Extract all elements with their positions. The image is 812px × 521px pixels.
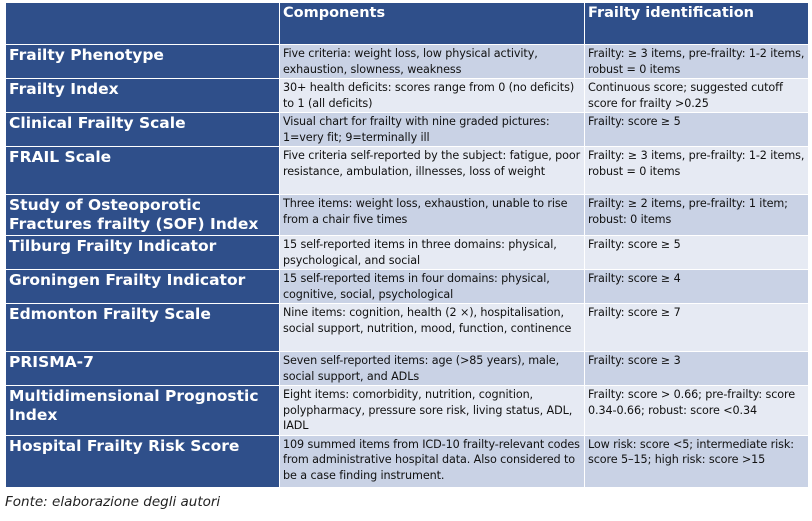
instrument-name: Groningen Frailty Indicator <box>5 269 280 304</box>
instrument-name: Frailty Phenotype <box>5 44 280 79</box>
instrument-components: Seven self-reported items: age (>85 year… <box>279 351 585 386</box>
instrument-identification: Frailty: ≥ 3 items, pre-frailty: 1-2 ite… <box>584 146 809 195</box>
instrument-identification: Low risk: score <5; intermediate risk: s… <box>584 434 809 488</box>
instrument-name: Frailty Index <box>5 78 280 113</box>
table-row: FRAIL Scale Five criteria self-reported … <box>5 146 809 195</box>
instrument-components: 15 self-reported items in three domains:… <box>279 235 585 270</box>
instrument-identification: Frailty: score ≥ 5 <box>584 235 809 270</box>
instrument-name: Hospital Frailty Risk Score <box>5 434 280 488</box>
table-header-row: Components Frailty identification <box>5 2 809 45</box>
table-row: Frailty Phenotype Five criteria: weight … <box>5 44 809 79</box>
instrument-components: 15 self-reported items in four domains: … <box>279 269 585 304</box>
table-row: PRISMA-7 Seven self-reported items: age … <box>5 351 809 386</box>
instrument-components: Nine items: cognition, health (2 ×), hos… <box>279 303 585 352</box>
instrument-identification: Frailty: score > 0.66; pre-frailty: scor… <box>584 385 809 436</box>
instrument-identification: Frailty: ≥ 3 items, pre-frailty: 1-2 ite… <box>584 44 809 79</box>
instrument-name: Clinical Frailty Scale <box>5 112 280 147</box>
table-row: Groningen Frailty Indicator 15 self-repo… <box>5 269 809 304</box>
header-components: Components <box>279 2 585 45</box>
instrument-components: Three items: weight loss, exhaustion, un… <box>279 194 585 236</box>
instrument-components: Five criteria: weight loss, low physical… <box>279 44 585 79</box>
table-row: Frailty Index 30+ health deficits: score… <box>5 78 809 113</box>
instrument-identification: Frailty: ≥ 2 items, pre-frailty: 1 item;… <box>584 194 809 236</box>
instrument-identification: Frailty: score ≥ 7 <box>584 303 809 352</box>
instrument-components: 30+ health deficits: scores range from 0… <box>279 78 585 113</box>
instrument-name: Edmonton Frailty Scale <box>5 303 280 352</box>
table-row: Hospital Frailty Risk Score 109 summed i… <box>5 434 809 488</box>
instrument-identification: Frailty: score ≥ 3 <box>584 351 809 386</box>
instrument-identification: Frailty: score ≥ 4 <box>584 269 809 304</box>
table-row: Study of Osteoporotic Fractures frailty … <box>5 194 809 236</box>
header-instrument <box>5 2 280 45</box>
table-row: Edmonton Frailty Scale Nine items: cogni… <box>5 303 809 352</box>
frailty-instruments-table: Components Frailty identification Frailt… <box>5 2 809 488</box>
instrument-identification: Continuous score; suggested cutoff score… <box>584 78 809 113</box>
table-row: Multidimensional Prognostic Index Eight … <box>5 385 809 436</box>
instrument-identification: Frailty: score ≥ 5 <box>584 112 809 147</box>
instrument-components: 109 summed items from ICD-10 frailty-rel… <box>279 434 585 488</box>
instrument-components: Visual chart for frailty with nine grade… <box>279 112 585 147</box>
table-row: Tilburg Frailty Indicator 15 self-report… <box>5 235 809 270</box>
source-caption: Fonte: elaborazione degli autori <box>5 494 221 510</box>
instrument-components: Eight items: comorbidity, nutrition, cog… <box>279 385 585 436</box>
table-row: Clinical Frailty Scale Visual chart for … <box>5 112 809 147</box>
instrument-name: Multidimensional Prognostic Index <box>5 385 280 436</box>
instrument-name: PRISMA-7 <box>5 351 280 386</box>
instrument-name: Tilburg Frailty Indicator <box>5 235 280 270</box>
instrument-components: Five criteria self-reported by the subje… <box>279 146 585 195</box>
instrument-name: FRAIL Scale <box>5 146 280 195</box>
header-frailty-identification: Frailty identification <box>584 2 809 45</box>
instrument-name: Study of Osteoporotic Fractures frailty … <box>5 194 280 236</box>
